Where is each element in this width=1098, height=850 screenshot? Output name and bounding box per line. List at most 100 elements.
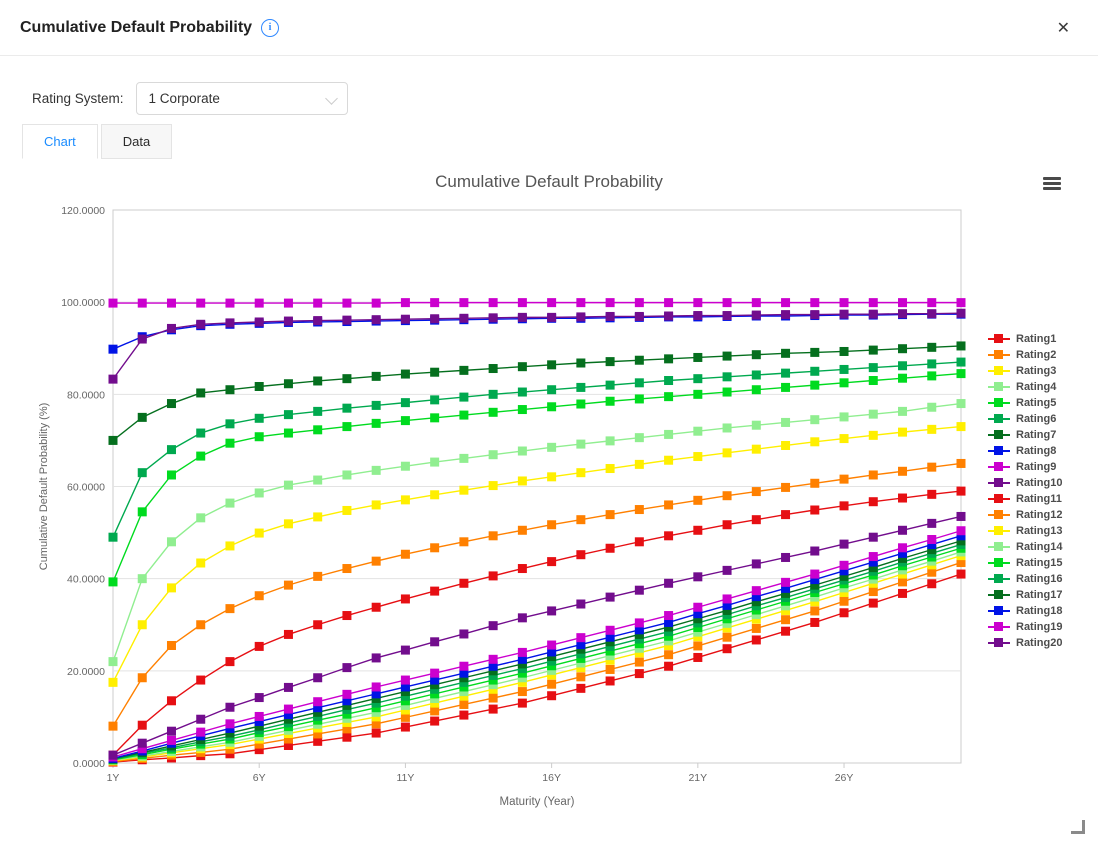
marker-Rating5 bbox=[459, 410, 469, 420]
legend-item-Rating20[interactable]: Rating20 bbox=[988, 635, 1062, 651]
marker-Rating2 bbox=[283, 580, 293, 590]
legend-item-Rating17[interactable]: Rating17 bbox=[988, 587, 1062, 603]
series-line-Rating2 bbox=[112, 462, 962, 727]
marker-Rating5 bbox=[137, 507, 147, 517]
marker-Rating4 bbox=[605, 436, 615, 446]
marker-Rating18 bbox=[517, 654, 527, 664]
marker-Rating20 bbox=[898, 525, 908, 535]
marker-Rating5 bbox=[225, 438, 235, 448]
legend-item-Rating10[interactable]: Rating10 bbox=[988, 475, 1062, 491]
legend-item-Rating3[interactable]: Rating3 bbox=[988, 363, 1062, 379]
marker-Rating7 bbox=[751, 350, 761, 360]
legend-item-Rating1[interactable]: Rating1 bbox=[988, 331, 1062, 347]
marker-Rating2 bbox=[517, 525, 527, 535]
marker-Rating10 bbox=[722, 311, 732, 321]
legend-swatch bbox=[988, 382, 1010, 392]
marker-Rating20 bbox=[781, 552, 791, 562]
resize-handle-icon[interactable] bbox=[1071, 820, 1085, 834]
chart-menu-icon[interactable] bbox=[1043, 177, 1061, 193]
marker-Rating17 bbox=[225, 728, 235, 738]
marker-Rating13 bbox=[664, 640, 674, 650]
legend-item-Rating18[interactable]: Rating18 bbox=[988, 603, 1062, 619]
legend-item-Rating13[interactable]: Rating13 bbox=[988, 523, 1062, 539]
marker-Rating6 bbox=[956, 357, 966, 367]
marker-Rating10 bbox=[839, 309, 849, 319]
legend-item-Rating6[interactable]: Rating6 bbox=[988, 411, 1062, 427]
marker-Rating2 bbox=[634, 505, 644, 515]
marker-Rating10 bbox=[576, 312, 586, 322]
marker-Rating11 bbox=[254, 745, 264, 755]
marker-Rating1 bbox=[693, 525, 703, 535]
marker-Rating7 bbox=[254, 381, 264, 391]
marker-Rating5 bbox=[400, 416, 410, 426]
marker-Rating9 bbox=[927, 298, 937, 308]
marker-Rating6 bbox=[839, 364, 849, 374]
marker-Rating1 bbox=[342, 611, 352, 621]
marker-Rating6 bbox=[868, 363, 878, 373]
legend-item-Rating5[interactable]: Rating5 bbox=[988, 395, 1062, 411]
marker-Rating20 bbox=[371, 653, 381, 663]
legend-item-Rating9[interactable]: Rating9 bbox=[988, 459, 1062, 475]
rating-system-select[interactable]: 1 Corporate bbox=[135, 82, 348, 115]
marker-Rating3 bbox=[196, 558, 206, 568]
marker-Rating7 bbox=[868, 345, 878, 355]
marker-Rating5 bbox=[430, 413, 440, 423]
marker-Rating14 bbox=[634, 643, 644, 653]
legend-item-Rating19[interactable]: Rating19 bbox=[988, 619, 1062, 635]
legend-item-Rating16[interactable]: Rating16 bbox=[988, 571, 1062, 587]
tab-chart[interactable]: Chart bbox=[22, 124, 98, 159]
marker-Rating10 bbox=[400, 314, 410, 324]
marker-Rating3 bbox=[839, 434, 849, 444]
legend-item-Rating8[interactable]: Rating8 bbox=[988, 443, 1062, 459]
marker-Rating19 bbox=[225, 719, 235, 729]
legend-item-Rating2[interactable]: Rating2 bbox=[988, 347, 1062, 363]
legend-item-Rating15[interactable]: Rating15 bbox=[988, 555, 1062, 571]
legend-item-Rating7[interactable]: Rating7 bbox=[988, 427, 1062, 443]
legend-item-Rating14[interactable]: Rating14 bbox=[988, 539, 1062, 555]
marker-Rating17 bbox=[283, 714, 293, 724]
marker-Rating2 bbox=[810, 478, 820, 488]
marker-Rating1 bbox=[956, 486, 966, 496]
marker-Rating17 bbox=[781, 588, 791, 598]
chart-title: Cumulative Default Probability bbox=[435, 172, 663, 191]
marker-Rating12 bbox=[576, 672, 586, 682]
marker-Rating2 bbox=[956, 458, 966, 468]
marker-Rating15 bbox=[605, 646, 615, 656]
series-line-Rating11 bbox=[112, 573, 962, 763]
marker-Rating9 bbox=[956, 298, 966, 308]
marker-Rating14 bbox=[488, 680, 498, 690]
marker-Rating6 bbox=[430, 395, 440, 405]
marker-Rating12 bbox=[898, 577, 908, 587]
marker-Rating17 bbox=[634, 629, 644, 639]
tab-data[interactable]: Data bbox=[100, 124, 173, 159]
marker-Rating11 bbox=[927, 579, 937, 589]
marker-Rating10 bbox=[751, 310, 761, 320]
marker-Rating12 bbox=[927, 567, 937, 577]
close-icon[interactable]: ✕ bbox=[1056, 19, 1070, 37]
marker-Rating7 bbox=[956, 341, 966, 351]
marker-Rating10 bbox=[196, 319, 206, 329]
marker-Rating12 bbox=[781, 615, 791, 625]
marker-Rating19 bbox=[722, 594, 732, 604]
marker-Rating3 bbox=[254, 528, 264, 538]
marker-Rating20 bbox=[693, 572, 703, 582]
legend-item-Rating12[interactable]: Rating12 bbox=[988, 507, 1062, 523]
marker-Rating19 bbox=[254, 711, 264, 721]
marker-Rating3 bbox=[547, 472, 557, 482]
legend-item-Rating4[interactable]: Rating4 bbox=[988, 379, 1062, 395]
view-tabs: Chart Data bbox=[22, 124, 175, 159]
marker-Rating17 bbox=[693, 614, 703, 624]
legend-item-Rating11[interactable]: Rating11 bbox=[988, 491, 1062, 507]
marker-Rating1 bbox=[722, 520, 732, 530]
marker-Rating1 bbox=[196, 675, 206, 685]
marker-Rating1 bbox=[459, 578, 469, 588]
legend-swatch bbox=[988, 350, 1010, 360]
marker-Rating1 bbox=[839, 501, 849, 511]
y-tick-label: 100.0000 bbox=[61, 297, 105, 309]
info-icon[interactable]: i bbox=[261, 18, 280, 37]
marker-Rating4 bbox=[751, 420, 761, 430]
marker-Rating12 bbox=[342, 724, 352, 734]
marker-Rating6 bbox=[166, 445, 176, 455]
marker-Rating3 bbox=[956, 422, 966, 432]
y-tick-label: 20.0000 bbox=[67, 666, 105, 678]
